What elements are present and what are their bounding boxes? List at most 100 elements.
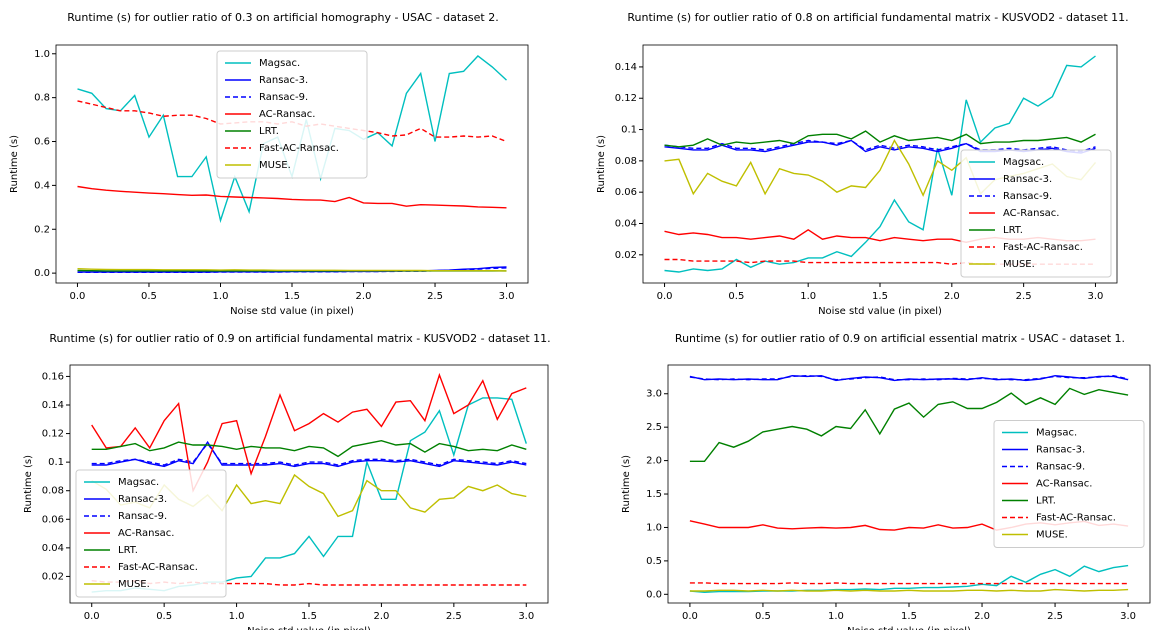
x-axis-label: Noise std value (in pixel) — [230, 306, 354, 317]
legend: Magsac. Ransac-3. Ransac-9. AC-Ransac. LRT. F… — [75, 469, 227, 598]
y-axis-label: Runtime (s) — [9, 135, 20, 193]
y-tick-label: 0.6 — [34, 137, 50, 148]
chart-title: Runtime (s) for outlier ratio of 0.9 on … — [49, 332, 550, 345]
y-tick-label: 2.5 — [646, 422, 662, 433]
x-tick-label: 2.5 — [1016, 291, 1032, 302]
x-axis-label: Noise std value (in pixel) — [247, 626, 371, 630]
series-line — [91, 372, 527, 493]
series-line — [689, 582, 1129, 585]
plot-frame — [69, 364, 549, 604]
panel: Runtime (s) for outlier ratio of 0.8 on … — [596, 11, 1129, 317]
legend-label: Ransac-9. — [118, 511, 167, 522]
y-tick-label: 0.06 — [615, 187, 637, 198]
legend: Magsac. Ransac-3. Ransac-9. AC-Ransac. LRT. F… — [216, 50, 368, 179]
legend-label: AC-Ransac. — [259, 109, 315, 120]
chart-title: Runtime (s) for outlier ratio of 0.3 on … — [67, 11, 499, 24]
series-line — [689, 387, 1129, 462]
y-tick-label: 0.04 — [42, 543, 64, 554]
x-tick-label: 1.5 — [284, 291, 300, 302]
series-line — [689, 374, 1129, 381]
legend-label: LRT. — [1036, 496, 1056, 507]
x-tick-label: 0.5 — [141, 291, 157, 302]
y-tick-label: 1.0 — [34, 49, 50, 60]
legend-label: Ransac-9. — [1003, 191, 1052, 202]
y-axis-label: Runtime (s) — [23, 455, 34, 513]
y-tick-label: 0.08 — [42, 486, 64, 497]
legend-label: Magsac. — [1003, 157, 1044, 168]
legend-label: Magsac. — [259, 58, 300, 69]
x-tick-label: 1.0 — [828, 611, 844, 622]
series-line — [91, 442, 527, 466]
y-tick-label: 0.5 — [646, 556, 662, 567]
x-tick-label: 0.5 — [156, 611, 172, 622]
x-tick-label: 1.5 — [901, 611, 917, 622]
y-tick-label: 0.14 — [42, 400, 64, 411]
y-tick-label: 0.1 — [48, 457, 64, 468]
x-tick-label: 2.0 — [944, 291, 960, 302]
chart-title: Runtime (s) for outlier ratio of 0.9 on … — [675, 332, 1125, 345]
legend-label: Fast-AC-Ransac. — [259, 143, 339, 154]
legend-label: AC-Ransac. — [1036, 479, 1092, 490]
x-tick-label: 1.0 — [213, 291, 229, 302]
x-tick-label: 1.5 — [301, 611, 317, 622]
legend: Magsac. Ransac-3. Ransac-9. AC-Ransac. LRT. F… — [960, 149, 1112, 278]
legend-label: AC-Ransac. — [1003, 208, 1059, 219]
legend-label: Fast-AC-Ransac. — [1003, 242, 1083, 253]
legend-label: LRT. — [259, 126, 279, 137]
x-tick-label: 3.0 — [1088, 291, 1104, 302]
y-tick-label: 0.16 — [42, 371, 64, 382]
legend-label: MUSE. — [1003, 259, 1035, 270]
x-axis-label: Noise std value (in pixel) — [847, 626, 971, 630]
y-tick-label: 0.2 — [34, 224, 50, 235]
series-line — [91, 440, 527, 468]
y-tick-label: 0.04 — [615, 219, 637, 230]
series-line — [664, 55, 1096, 273]
x-tick-label: 0.5 — [728, 291, 744, 302]
series-line — [91, 439, 527, 458]
y-tick-label: 3.0 — [646, 389, 662, 400]
x-tick-label: 0.0 — [70, 291, 86, 302]
legend-label: Magsac. — [118, 477, 159, 488]
y-tick-label: 0.12 — [42, 429, 64, 440]
x-tick-label: 0.0 — [657, 291, 673, 302]
legend-label: MUSE. — [259, 160, 291, 171]
legend-label: AC-Ransac. — [118, 528, 174, 539]
y-tick-label: 0.4 — [34, 180, 50, 191]
y-tick-label: 0.06 — [42, 514, 64, 525]
plot-frame — [642, 44, 1118, 284]
x-axis-label: Noise std value (in pixel) — [818, 306, 942, 317]
x-tick-label: 2.0 — [356, 291, 372, 302]
y-tick-label: 0.0 — [646, 589, 662, 600]
x-tick-label: 1.5 — [872, 291, 888, 302]
plot-frame — [667, 364, 1151, 604]
legend: Magsac. Ransac-3. Ransac-9. AC-Ransac. LRT. F… — [993, 420, 1145, 548]
series-line — [689, 588, 1129, 592]
legend-label: Fast-AC-Ransac. — [1036, 513, 1116, 524]
x-tick-label: 2.5 — [427, 291, 443, 302]
y-tick-label: 1.0 — [646, 522, 662, 533]
legend-label: Ransac-9. — [1036, 462, 1085, 473]
panel: Runtime (s) for outlier ratio of 0.3 on … — [9, 11, 529, 317]
plot-frame — [55, 44, 529, 284]
y-tick-label: 0.02 — [615, 250, 637, 261]
panel: Runtime (s) for outlier ratio of 0.9 on … — [23, 332, 551, 630]
legend-box — [993, 420, 1145, 548]
y-tick-label: 0.8 — [34, 93, 50, 104]
legend-label: LRT. — [118, 545, 138, 556]
legend-box — [75, 469, 227, 598]
series-line — [689, 564, 1129, 594]
x-tick-label: 2.5 — [446, 611, 462, 622]
y-axis-label: Runtime (s) — [596, 135, 607, 193]
y-tick-label: 0.12 — [615, 93, 637, 104]
x-tick-label: 1.0 — [800, 291, 816, 302]
y-tick-label: 0.0 — [34, 268, 50, 279]
legend-label: MUSE. — [118, 579, 150, 590]
x-tick-label: 1.0 — [229, 611, 245, 622]
y-axis-label: Runtime (s) — [621, 455, 632, 513]
legend-label: Magsac. — [1036, 428, 1077, 439]
series-line — [664, 130, 1096, 148]
legend-label: Ransac-3. — [259, 75, 308, 86]
y-tick-label: 0.02 — [42, 571, 64, 582]
x-tick-label: 3.0 — [1120, 611, 1136, 622]
